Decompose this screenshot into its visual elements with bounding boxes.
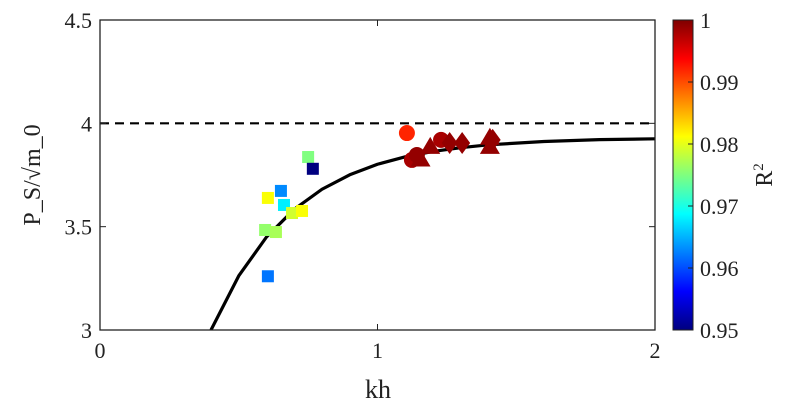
square-point	[296, 204, 309, 217]
colorbar-tick-label: 0.95	[700, 318, 739, 343]
x-tick-label: 1	[372, 338, 383, 363]
circle-point	[398, 125, 415, 142]
colorbar-tick-label: 0.97	[700, 194, 739, 219]
square-point	[261, 191, 274, 204]
square-point	[302, 151, 315, 164]
colorbar-tick-label: 1	[700, 8, 711, 33]
y-tick-label: 3.5	[65, 215, 93, 240]
square-point	[261, 270, 274, 283]
square-point	[269, 226, 282, 239]
x-tick-label: 0	[95, 338, 106, 363]
y-axis-label: P_S/√m_0	[20, 124, 46, 225]
colorbar	[672, 19, 694, 331]
y-tick-label: 4	[81, 111, 92, 136]
y-tick-label: 3	[81, 318, 92, 343]
colorbar-tick-label: 0.96	[700, 256, 739, 281]
x-axis-label: kh	[365, 375, 391, 404]
square-point	[274, 184, 287, 197]
plot-frame	[99, 19, 656, 331]
square-point	[286, 207, 299, 220]
diamond-point	[441, 131, 458, 154]
triangle-point	[479, 136, 500, 154]
triangle-point	[420, 136, 441, 154]
square-point	[259, 223, 272, 236]
square-point	[306, 162, 319, 175]
diamond-point	[454, 131, 471, 154]
x-tick-label: 2	[650, 338, 661, 363]
y-tick-label: 4.5	[65, 8, 93, 33]
colorbar-tick-label: 0.98	[700, 132, 739, 157]
colorbar-label: R2	[751, 163, 778, 187]
colorbar-tick-label: 0.99	[700, 70, 739, 95]
triangle-point	[410, 149, 431, 167]
